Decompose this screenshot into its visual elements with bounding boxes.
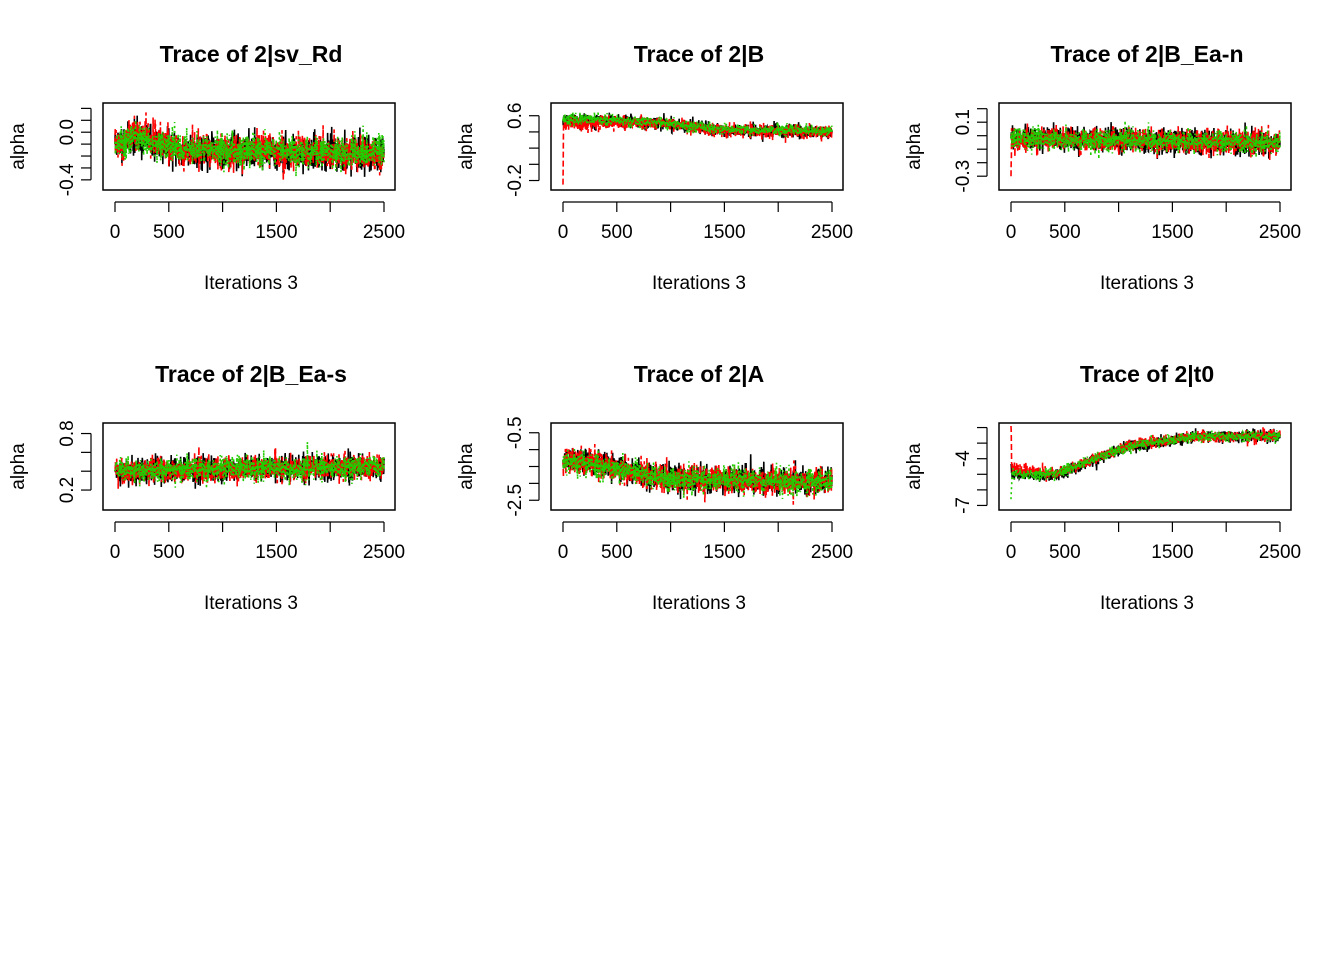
trace-panel-1: 0 500 1500 2500 -0.4 0.0 Trace of 2|sv_Rd Itera… (8, 41, 405, 294)
y-tick-label: -0.5 (505, 416, 526, 449)
y-axis-label: alpha (456, 443, 477, 490)
chart-title: Trace of 2|t0 (1080, 361, 1214, 387)
y-tick-label: 0.1 (953, 109, 974, 135)
trace-panel-6: 0 500 1500 2500 -7 -4 Trace of 2|t0 Iterations … (904, 361, 1301, 614)
x-tick-label: 500 (601, 222, 633, 243)
x-tick-label: 0 (1006, 542, 1017, 563)
series-line-3 (1010, 429, 1281, 500)
y-axis-label: alpha (8, 123, 29, 170)
plot-frame (998, 422, 1292, 511)
x-tick-label: 1500 (255, 542, 297, 563)
x-tick-label: 0 (558, 222, 569, 243)
x-tick-label: 2500 (811, 542, 853, 563)
y-axis-label: alpha (456, 123, 477, 170)
x-axis-label: Iterations 3 (652, 593, 746, 614)
x-tick-label: 1500 (1151, 542, 1193, 563)
series-line-3 (1010, 120, 1281, 160)
y-tick-label: -4 (953, 450, 974, 467)
x-tick-label: 2500 (811, 222, 853, 243)
y-tick-label: 0.2 (57, 477, 78, 503)
x-axis-label: Iterations 3 (204, 593, 298, 614)
x-tick-label: 0 (110, 542, 121, 563)
x-axis-label: Iterations 3 (1100, 593, 1194, 614)
x-axis-label: Iterations 3 (1100, 273, 1194, 294)
x-tick-label: 1500 (255, 222, 297, 243)
x-tick-label: 1500 (703, 542, 745, 563)
x-tick-label: 500 (1049, 542, 1081, 563)
trace-panel-3: 0 500 1500 2500 -0.3 0.1 Trace of 2|B_Ea-n Iter… (904, 41, 1301, 294)
chart-title: Trace of 2|B (634, 41, 764, 67)
series-line-3 (114, 442, 385, 489)
y-tick-label: -0.3 (953, 160, 974, 193)
chart-title: Trace of 2|sv_Rd (160, 41, 343, 67)
x-tick-label: 0 (1006, 222, 1017, 243)
series-line-3 (562, 111, 833, 138)
trace-panel-5: 0 500 1500 2500 -2.5 -0.5 Trace of 2|A Iteratio… (456, 361, 853, 614)
y-tick-label: -2.5 (505, 484, 526, 517)
x-axis-label: Iterations 3 (204, 273, 298, 294)
trace-panel-2: 0 500 1500 2500 -0.2 0.6 Trace of 2|B Iteration… (456, 41, 853, 294)
y-axis-label: alpha (904, 443, 925, 490)
y-tick-label: -7 (953, 497, 974, 514)
y-tick-label: -0.4 (57, 163, 78, 196)
x-tick-label: 2500 (363, 542, 405, 563)
x-tick-label: 2500 (1259, 542, 1301, 563)
y-axis-label: alpha (904, 123, 925, 170)
x-tick-label: 1500 (1151, 222, 1193, 243)
plot-frame (102, 422, 396, 511)
series-line-3 (114, 120, 385, 177)
x-tick-label: 0 (558, 542, 569, 563)
y-tick-label: 0.8 (57, 420, 78, 446)
plot-frame (550, 422, 844, 511)
chart-title: Trace of 2|A (634, 361, 764, 387)
plot-frame (550, 102, 844, 191)
x-tick-label: 500 (601, 542, 633, 563)
x-tick-label: 500 (153, 222, 185, 243)
x-tick-label: 1500 (703, 222, 745, 243)
x-tick-label: 2500 (363, 222, 405, 243)
plot-frame (998, 102, 1292, 191)
y-axis-label: alpha (8, 443, 29, 490)
x-tick-label: 0 (110, 222, 121, 243)
x-axis-label: Iterations 3 (652, 273, 746, 294)
y-tick-label: 0.0 (57, 119, 78, 145)
x-tick-label: 500 (153, 542, 185, 563)
series-line-3 (562, 447, 833, 500)
trace-panel-4: 0 500 1500 2500 0.2 0.8 Trace of 2|B_Ea-s Itera… (8, 361, 405, 614)
y-tick-label: -0.2 (505, 164, 526, 197)
chart-title: Trace of 2|B_Ea-s (155, 361, 347, 387)
x-tick-label: 500 (1049, 222, 1081, 243)
x-tick-label: 2500 (1259, 222, 1301, 243)
y-tick-label: 0.6 (505, 103, 526, 129)
plot-frame (102, 102, 396, 191)
chart-title: Trace of 2|B_Ea-n (1050, 41, 1243, 67)
